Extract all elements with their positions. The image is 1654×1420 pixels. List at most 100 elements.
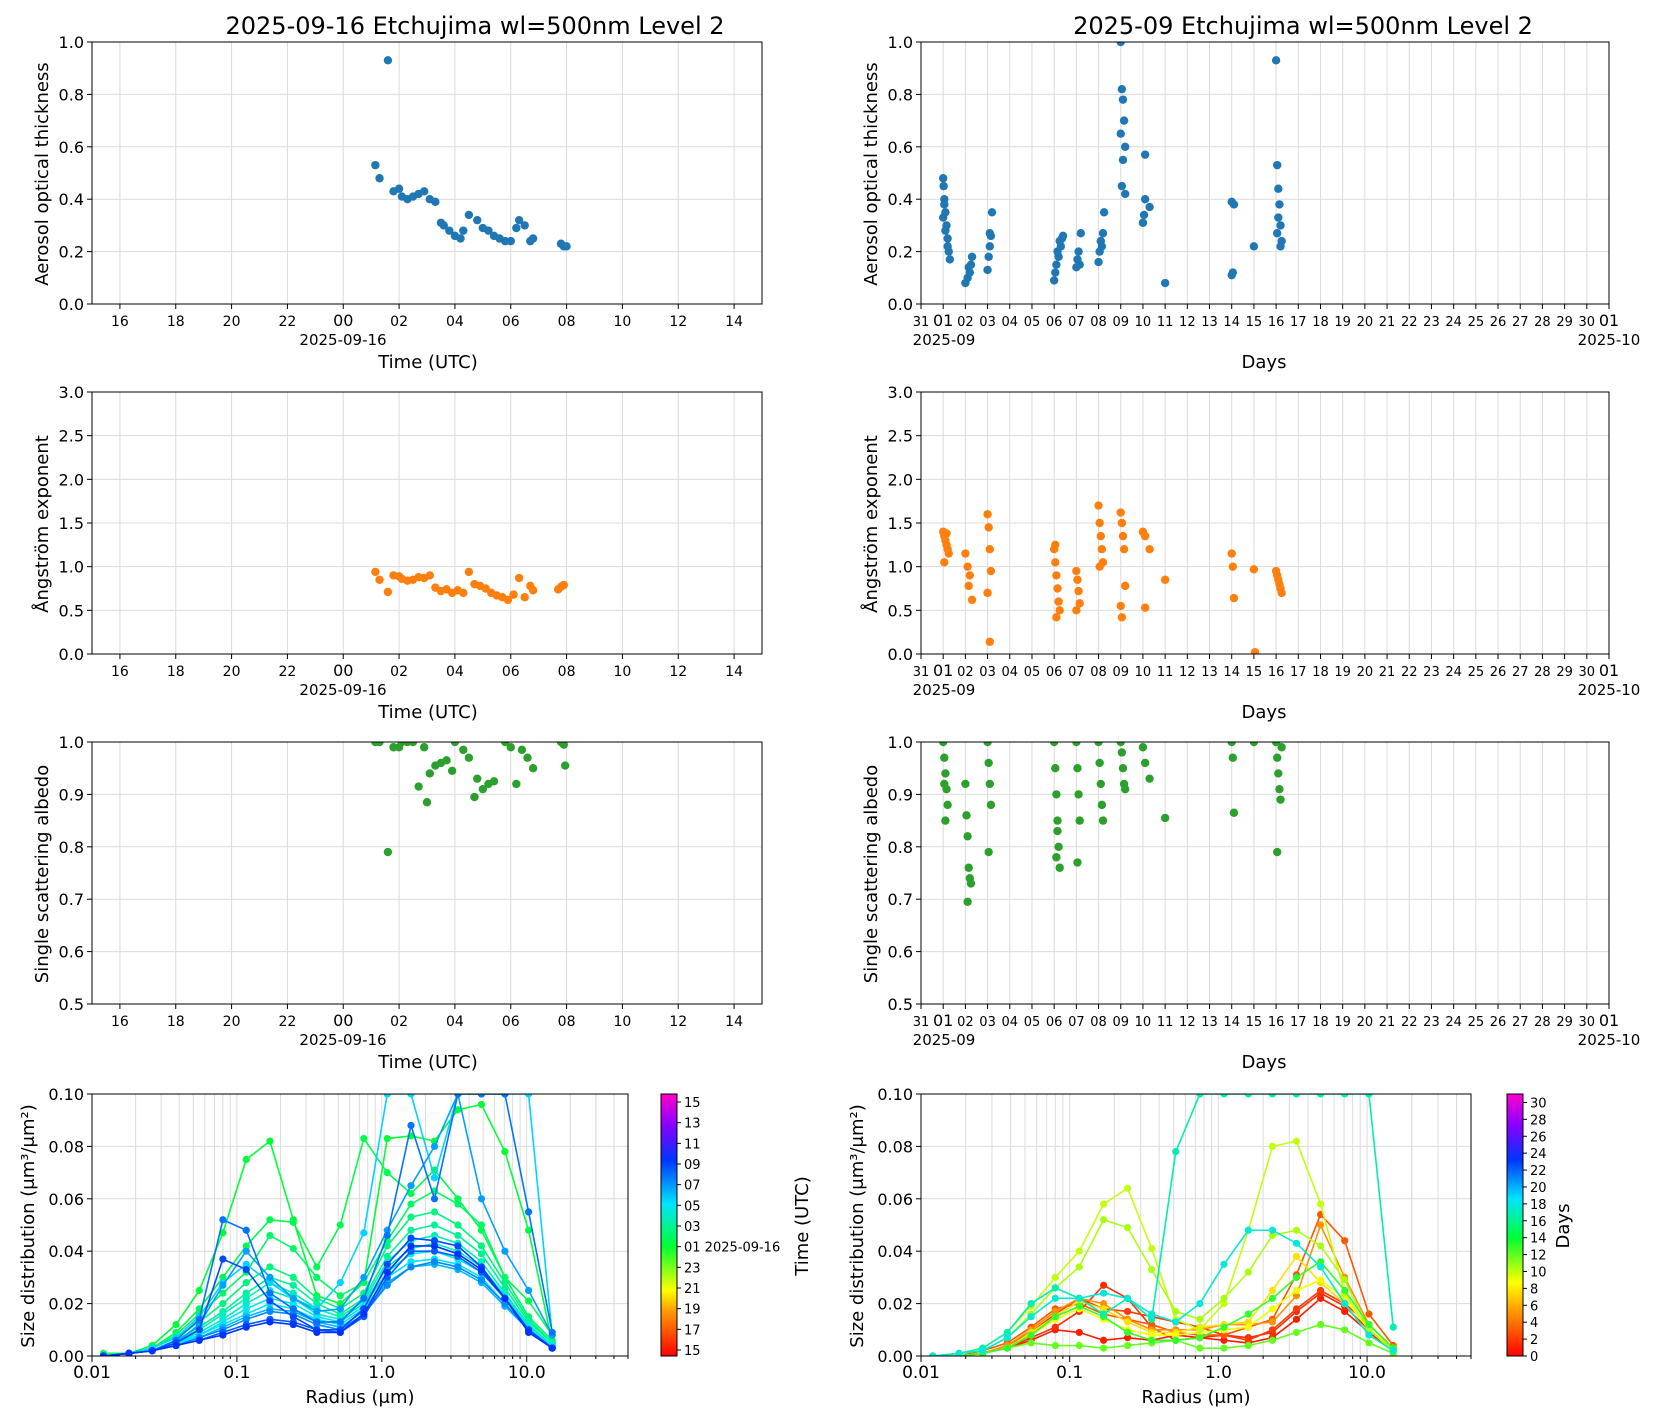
- daily-aot-xtick-label: 04: [446, 314, 464, 330]
- monthly-ssa-point: [1073, 858, 1082, 867]
- monthly-angstrom-point: [1120, 581, 1130, 591]
- daily-size-distribution-series-point: [501, 1294, 509, 1302]
- monthly-angstrom-ytick-label: 0.5: [888, 601, 913, 620]
- monthly-angstrom-point: [1055, 606, 1064, 615]
- monthly-aot-xtick-label: 13: [1201, 315, 1218, 330]
- daily-ssa-ytick-label: 0.7: [59, 890, 84, 909]
- monthly-aot-xtick-label: 01: [1599, 311, 1619, 330]
- daily-size-distribution-series-point: [524, 1094, 533, 1098]
- monthly-ssa-ylabel: Single scattering albedo: [861, 765, 882, 983]
- monthly-ssa-point: [961, 779, 970, 789]
- daily-ssa-point: [422, 798, 432, 807]
- monthly-size-distribution-series-point: [1389, 1347, 1397, 1355]
- monthly-angstrom-point: [964, 581, 973, 591]
- monthly-size-distribution-colorbar-tick-label: 2: [1530, 1333, 1538, 1348]
- daily-ssa-xtick-label: 22: [279, 1014, 297, 1030]
- daily-size-distribution-colorbar-tick-label: 05: [684, 1199, 701, 1214]
- daily-size-distribution-series-point: [266, 1318, 274, 1326]
- monthly-size-distribution-series-point: [1268, 1231, 1277, 1240]
- monthly-angstrom-xtick-label: 21: [1379, 665, 1396, 680]
- daily-size-distribution-series-point: [430, 1195, 439, 1203]
- daily-size-distribution-ytick-label: 0.10: [48, 1085, 84, 1104]
- monthly-ssa-xtick-label: 14: [1223, 1015, 1240, 1030]
- monthly-angstrom-point: [1145, 545, 1154, 554]
- daily-size-distribution-colorbar-tick-label: 11: [684, 1137, 701, 1152]
- monthly-aot-point: [984, 252, 993, 262]
- daily-angstrom-point: [559, 580, 568, 590]
- monthly-size-distribution-series-point: [1292, 1239, 1301, 1247]
- daily-size-distribution-series-point: [242, 1279, 250, 1287]
- monthly-aot-xtick-label: 03: [979, 315, 996, 330]
- monthly-size-distribution-colorbar-tick-label: 16: [1530, 1215, 1547, 1230]
- daily-size-distribution-series-point: [242, 1260, 250, 1268]
- daily-size-distribution-series-line: [103, 1190, 553, 1355]
- monthly-size-distribution-series-point: [1292, 1137, 1301, 1145]
- monthly-ssa-point: [1116, 742, 1125, 747]
- monthly-size-distribution-series-point: [1196, 1326, 1204, 1334]
- daily-size-distribution-series-point: [242, 1323, 250, 1331]
- daily-size-distribution-series-point: [289, 1244, 297, 1253]
- monthly-angstrom-xtick-label: 03: [979, 665, 996, 680]
- monthly-angstrom-ytick-label: 2.0: [888, 470, 913, 489]
- monthly-angstrom-xtick-label: 30: [1579, 665, 1596, 680]
- daily-aot-point: [514, 215, 524, 225]
- monthly-aot-xtick-label: 21: [1379, 315, 1396, 330]
- daily-angstrom-ytick-label: 1.0: [59, 558, 84, 577]
- monthly-angstrom-xtick-label: 06: [1046, 665, 1063, 680]
- monthly-size-distribution-series-point: [1123, 1328, 1132, 1337]
- daily-size-distribution-series-point: [407, 1226, 415, 1234]
- daily-size-distribution-series-point: [407, 1247, 415, 1255]
- daily-aot-ytick-label: 0.2: [59, 243, 84, 262]
- daily-size-distribution-xtick-label: 0.01: [73, 1363, 111, 1383]
- daily-size-distribution-series-point: [195, 1286, 203, 1295]
- monthly-size-distribution-colorbar-tick-label: 4: [1530, 1316, 1538, 1331]
- monthly-ssa-plot: 31 01 02 03 04 05 06 07 08 09 10 11 12 13 14 15 16 17 18 19…: [888, 733, 1620, 1030]
- monthly-aot-point: [1145, 202, 1154, 212]
- monthly-angstrom-point: [963, 562, 972, 571]
- monthly-angstrom-point: [983, 510, 992, 519]
- daily-size-distribution-colorbar-tick-label: 03: [684, 1220, 701, 1235]
- monthly-size-distribution-series-point: [1051, 1273, 1059, 1281]
- daily-aot-point: [439, 221, 448, 230]
- daily-size-distribution-series-point: [242, 1305, 250, 1313]
- daily-ssa-xtick-label: 02: [390, 1014, 408, 1030]
- monthly-angstrom-xtick-label: 27: [1512, 665, 1529, 680]
- monthly-size-distribution-ytick-label: 0.10: [877, 1085, 913, 1104]
- monthly-ssa-point: [1049, 742, 1059, 747]
- monthly-aot-ytick-label: 0.2: [888, 243, 913, 262]
- monthly-ssa-point: [941, 816, 950, 825]
- monthly-aot-xtick-label: 09: [1112, 315, 1129, 330]
- daily-size-distribution-series-point: [125, 1349, 133, 1356]
- monthly-size-distribution-series-point: [1027, 1300, 1035, 1308]
- monthly-aot-xtick-label: 29: [1556, 315, 1573, 330]
- daily-size-distribution-series-point: [289, 1313, 297, 1321]
- monthly-ssa-point: [984, 758, 993, 768]
- daily-size-distribution-series-point: [219, 1281, 227, 1289]
- monthly-ssa-point: [1053, 816, 1062, 825]
- monthly-ssa-ytick-label: 0.9: [888, 785, 913, 804]
- monthly-ssa-xtick-label: 03: [979, 1015, 996, 1030]
- daily-ssa-point: [459, 745, 468, 755]
- daily-size-distribution-series-line: [103, 1234, 553, 1356]
- daily-size-distribution-series-point: [383, 1242, 391, 1250]
- monthly-size-distribution-series-point: [1341, 1094, 1349, 1098]
- daily-ssa-frame: [91, 741, 763, 1005]
- monthly-aot-ytick-label: 0.4: [888, 190, 913, 209]
- daily-size-distribution-series-point: [172, 1341, 180, 1350]
- daily-size-distribution-series-point: [407, 1242, 415, 1250]
- monthly-aot-point: [1117, 84, 1127, 94]
- daily-angstrom-xtick-label: 10: [614, 664, 632, 680]
- monthly-ssa-point: [1160, 813, 1170, 823]
- monthly-size-distribution-series-point: [1148, 1244, 1156, 1253]
- daily-ssa-marks: [371, 742, 570, 857]
- monthly-size-distribution-series-point: [1292, 1226, 1301, 1234]
- monthly-size-distribution-series-point: [1341, 1237, 1349, 1245]
- monthly-aot-point: [1275, 200, 1284, 209]
- monthly-ssa-point: [940, 779, 949, 789]
- daily-angstrom-xdate: 2025-09-16: [299, 681, 386, 699]
- monthly-size-distribution-series-point: [1292, 1252, 1301, 1261]
- daily-size-distribution-series-line: [103, 1094, 554, 1356]
- daily-aot-plot: 16 18 20 22 00 02 04 06 08 10 12 14 0.0 0.2 0.4 0.6 0.8 1…: [59, 33, 763, 330]
- daily-size-distribution-series-point: [407, 1182, 415, 1190]
- daily-size-ylabel: Size distribution (μm³/μm²): [18, 1104, 39, 1347]
